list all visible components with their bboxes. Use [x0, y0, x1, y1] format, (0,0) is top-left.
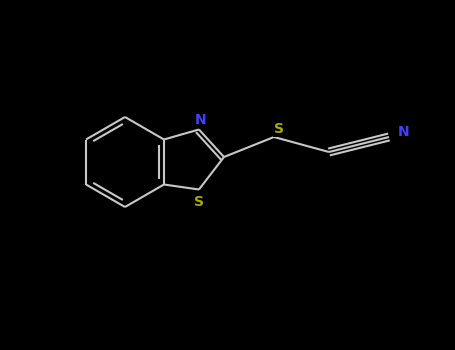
Text: S: S	[194, 195, 204, 209]
Text: N: N	[398, 125, 410, 139]
Text: S: S	[274, 122, 284, 136]
Text: N: N	[195, 112, 207, 126]
